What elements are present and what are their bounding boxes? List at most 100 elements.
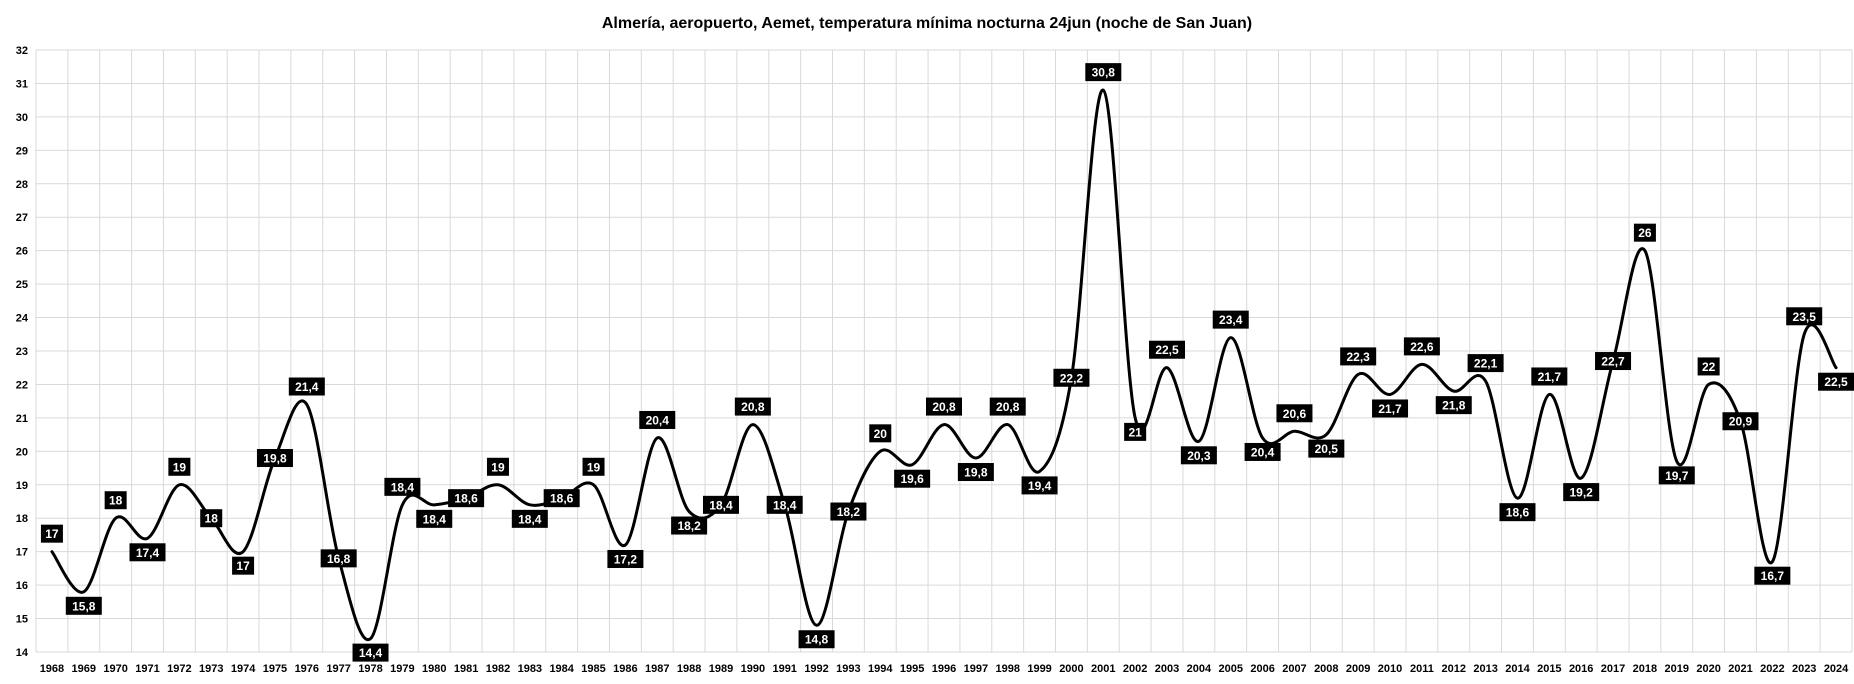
data-label-box [129, 543, 166, 562]
data-label-box [416, 509, 453, 528]
data-label-box [957, 463, 994, 482]
x-tick-label: 1982 [486, 663, 510, 675]
data-label-box [232, 556, 255, 575]
y-tick-label: 19 [16, 480, 28, 492]
data-label-box [1053, 368, 1090, 387]
x-tick-label: 1993 [836, 663, 860, 675]
x-tick-label: 2000 [1059, 663, 1083, 675]
y-axis-tick-labels: 14 15 16 17 18 19 20 21 22 23 24 25 26 27 28 29 30 31 32 [16, 45, 29, 659]
data-label-text: 19,4 [1028, 479, 1052, 493]
data-label: 22,5 [1149, 340, 1186, 359]
x-tick-label: 2016 [1569, 663, 1593, 675]
data-label-text: 23,5 [1793, 310, 1817, 324]
data-label-box [798, 630, 835, 649]
data-label-text: 18,4 [773, 498, 797, 512]
data-label: 19,4 [1021, 476, 1058, 495]
x-tick-label: 1971 [135, 663, 159, 675]
data-label-text: 22,6 [1410, 340, 1434, 354]
y-tick-label: 26 [16, 246, 28, 258]
data-label-text: 30,8 [1092, 66, 1116, 80]
data-label: 14,4 [352, 643, 389, 662]
x-tick-label: 2006 [1250, 663, 1274, 675]
data-label-box [1212, 310, 1249, 329]
data-label: 19,6 [894, 469, 931, 488]
data-label-box [1754, 566, 1791, 585]
data-label-box [607, 549, 644, 568]
data-label: 22,6 [1403, 337, 1440, 356]
data-label-text: 17,4 [136, 546, 160, 560]
x-tick-label: 1973 [199, 663, 223, 675]
series-line [50, 88, 1838, 642]
data-label-box [702, 495, 739, 514]
data-label-text: 20,6 [1283, 407, 1307, 421]
data-label: 17 [40, 524, 63, 543]
data-label: 22,1 [1467, 354, 1504, 373]
data-label-box [1595, 352, 1632, 371]
data-label-box [926, 397, 962, 416]
data-label-text: 21,7 [1378, 402, 1402, 416]
data-label-box [1818, 372, 1854, 391]
data-label-text: 17 [236, 559, 250, 573]
data-label-text: 20 [874, 427, 888, 441]
data-label-text: 18,6 [454, 492, 478, 506]
data-label: 20,5 [1308, 439, 1345, 458]
data-label-text: 20,4 [646, 413, 670, 427]
data-label-text: 17 [45, 527, 59, 541]
x-tick-label: 1986 [613, 663, 637, 675]
data-label-text: 18 [109, 494, 123, 508]
x-tick-label: 2007 [1282, 663, 1306, 675]
data-label-text: 20,8 [932, 400, 956, 414]
data-label-text: 23,4 [1219, 313, 1243, 327]
x-tick-label: 2013 [1473, 663, 1497, 675]
data-label: 20,3 [1180, 446, 1217, 465]
data-label-box [1021, 476, 1058, 495]
x-tick-label: 2009 [1346, 663, 1370, 675]
x-tick-label: 2011 [1410, 663, 1434, 675]
data-label-text: 22,5 [1155, 343, 1179, 357]
data-label-text: 22,5 [1824, 375, 1848, 389]
data-label-text: 18,4 [423, 512, 447, 526]
data-label-text: 21,7 [1538, 370, 1562, 384]
x-tick-label: 1974 [231, 663, 256, 675]
data-label: 18 [200, 509, 223, 528]
x-tick-label: 2010 [1378, 663, 1402, 675]
x-tick-label: 1996 [932, 663, 956, 675]
data-label-box [639, 410, 676, 429]
data-label: 20,4 [1244, 442, 1281, 461]
data-label: 19,8 [957, 463, 994, 482]
data-label-text: 16,8 [327, 552, 351, 566]
data-label-text: 18,4 [709, 498, 733, 512]
data-label: 22,3 [1340, 347, 1377, 366]
data-label-text: 26 [1638, 226, 1652, 240]
data-label-text: 20,5 [1315, 442, 1339, 456]
data-label-text: 20,8 [741, 400, 765, 414]
data-label: 19,7 [1658, 466, 1695, 485]
data-label-box [1085, 63, 1122, 82]
data-label-text: 18,6 [1506, 506, 1530, 520]
data-label-box [1180, 446, 1217, 465]
x-tick-label: 1987 [645, 663, 669, 675]
data-label-box [869, 424, 892, 443]
x-tick-label: 2014 [1505, 663, 1530, 675]
data-label-box [200, 509, 223, 528]
data-label: 20,8 [989, 397, 1026, 416]
x-tick-label: 1975 [263, 663, 287, 675]
data-label-text: 15,8 [72, 599, 96, 613]
x-tick-label: 2002 [1123, 663, 1147, 675]
data-label-box [1658, 466, 1695, 485]
data-label-box [766, 495, 803, 514]
data-label: 16,8 [320, 549, 357, 568]
data-label-text: 14,4 [359, 646, 383, 660]
x-tick-label: 2005 [1218, 663, 1242, 675]
data-label-text: 20,8 [996, 400, 1020, 414]
y-tick-label: 18 [16, 513, 28, 525]
x-tick-label: 1970 [103, 663, 127, 675]
x-tick-label: 2022 [1760, 663, 1784, 675]
data-label: 22,7 [1595, 352, 1632, 371]
data-label-box [1308, 439, 1345, 458]
data-label: 18,2 [830, 502, 867, 521]
y-tick-label: 30 [16, 112, 28, 124]
data-label: 21,7 [1531, 367, 1568, 386]
x-tick-label: 1979 [390, 663, 414, 675]
